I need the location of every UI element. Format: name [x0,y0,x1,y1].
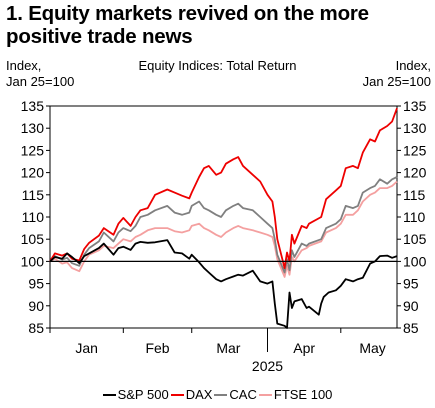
x-tick-label: Mar [216,340,240,356]
y-tick-label-left: 105 [21,231,45,247]
y-tick-label-right: 100 [403,253,427,269]
y-tick-label-right: 130 [403,120,427,136]
legend-label: CAC [229,387,257,402]
y-axis-label-left-line1: Index, [6,58,42,73]
legend-label: S&P 500 [117,387,169,402]
legend-label: FTSE 100 [273,387,333,402]
y-tick-label-left: 85 [28,320,44,336]
y-axis-label-right-line1: Index, [395,58,431,73]
y-axis-label-right: Index, Jan 25=100 [363,58,431,90]
legend-swatch [170,394,184,396]
chart-subtitle: Equity Indices: Total Return [138,58,297,73]
y-tick-label-left: 90 [28,298,44,314]
y-tick-label-right: 115 [403,187,426,203]
x-tick-label: Apr [293,340,315,356]
legend-swatch [102,394,116,396]
y-tick-label-left: 115 [22,187,45,203]
y-tick-label-left: 110 [22,209,45,225]
series-line-cac [49,176,398,274]
legend-swatch [258,394,272,396]
legend-item: DAX [170,387,213,403]
y-tick-label-right: 85 [403,320,419,336]
y-tick-label-right: 125 [403,142,427,158]
x-tick-label: Jan [75,340,98,356]
y-tick-label-right: 105 [403,231,427,247]
y-tick-label-left: 125 [21,142,45,158]
legend: S&P 500 DAX CAC FTSE 100 [0,384,435,403]
legend-item: FTSE 100 [258,387,333,403]
y-tick-label-right: 110 [403,209,426,225]
y-axis-label-left-line2: Jan 25=100 [6,74,75,89]
y-tick-label-left: 135 [21,98,45,114]
legend-item: CAC [214,387,257,403]
y-axis-label-left: Index, Jan 25=100 [6,58,74,90]
series-line-dax [49,107,398,269]
y-tick-label-right: 120 [403,165,427,181]
legend-item: S&P 500 [102,387,169,403]
x-tick-label: May [359,340,385,356]
y-tick-label-left: 95 [28,276,44,292]
y-tick-label-left: 130 [21,120,45,136]
series-line-ftse-100 [49,180,398,278]
chart-canvas: 85 85 90 90 95 95 100 100 105 105 110 110 115 115 120 1… [21,98,427,374]
y-axis-label-right-line2: Jan 25=100 [362,74,431,89]
y-tick-label-left: 120 [21,165,45,181]
chart-title: 1. Equity markets revived on the more po… [6,2,369,48]
y-tick-label-left: 100 [21,253,45,269]
x-tick-label: Feb [145,340,169,356]
y-tick-label-right: 95 [403,276,419,292]
legend-swatch [214,394,228,396]
y-tick-label-right: 90 [403,298,419,314]
series-line-s-p-500 [49,239,398,329]
y-tick-label-right: 135 [403,98,427,114]
legend-label: DAX [185,387,213,402]
x-year-label: 2025 [252,358,283,374]
